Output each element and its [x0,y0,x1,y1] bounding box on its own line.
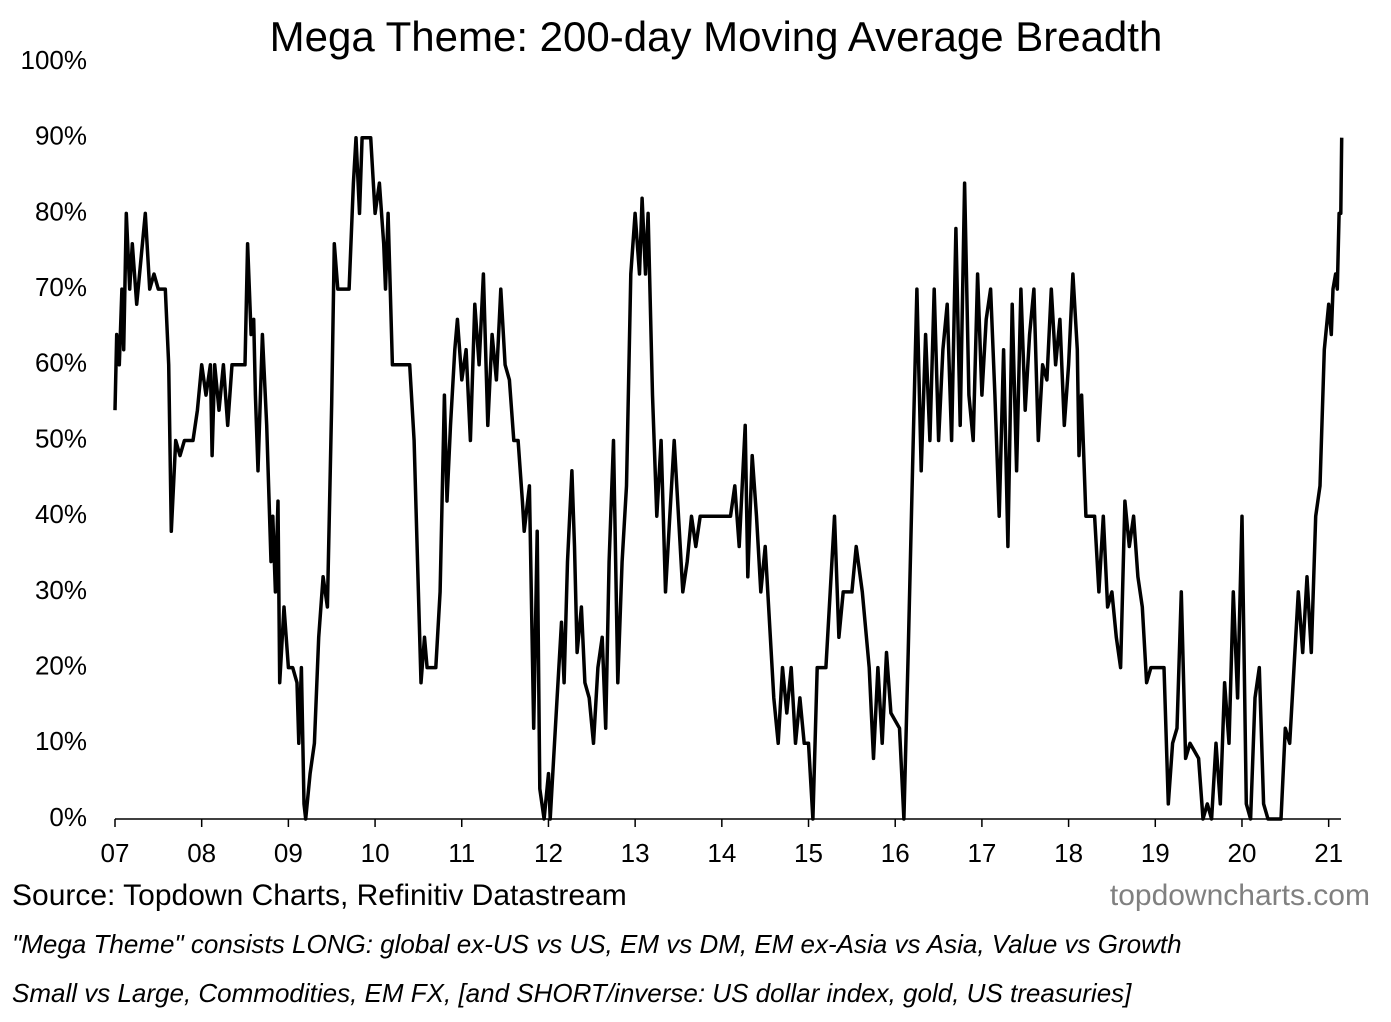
x-tick-label: 13 [621,838,650,868]
y-tick-label: 10% [35,726,87,756]
source: Source: Topdown Charts, Refinitiv Datast… [12,879,627,912]
line [113,135,1344,821]
chart-title: Mega Theme: 200-day Moving Average Bread… [270,13,1163,60]
y-tick-label: 50% [35,423,87,453]
x-tick-label: 15 [794,838,823,868]
y-tick-label: 90% [35,121,87,151]
x-tick-label: 11 [448,838,475,868]
x-tick-label: 16 [881,838,910,868]
x-tick-label: 09 [274,838,303,868]
y-tick-label: 40% [35,499,87,529]
watermark: topdowncharts.com [1110,879,1370,912]
x-tick-label: 14 [707,838,736,868]
y-tick-label: 0% [49,802,87,832]
note: "Mega Theme" consists LONG: global ex-US… [12,929,1182,959]
x-tick-label: 18 [1054,838,1083,868]
y-tick-label: 20% [35,650,87,680]
y-tick-label: 60% [35,348,87,378]
x-tick-label: 10 [361,838,390,868]
x-tick-label: 07 [101,838,130,868]
x-tick-label: 20 [1228,838,1257,868]
y-tick-label: 30% [35,575,87,605]
x-tick-label: 12 [534,838,563,868]
y-tick-label: 100% [21,45,88,75]
y-tick-label: 70% [35,272,87,302]
x-tick-label: 21 [1314,838,1343,868]
x-tick-label: 17 [967,838,996,868]
x-tick-label: 08 [187,838,216,868]
note: Small vs Large, Commodities, EM FX, [and… [12,978,1132,1008]
x-tick-label: 19 [1141,838,1170,868]
y-tick-label: 80% [35,196,87,226]
